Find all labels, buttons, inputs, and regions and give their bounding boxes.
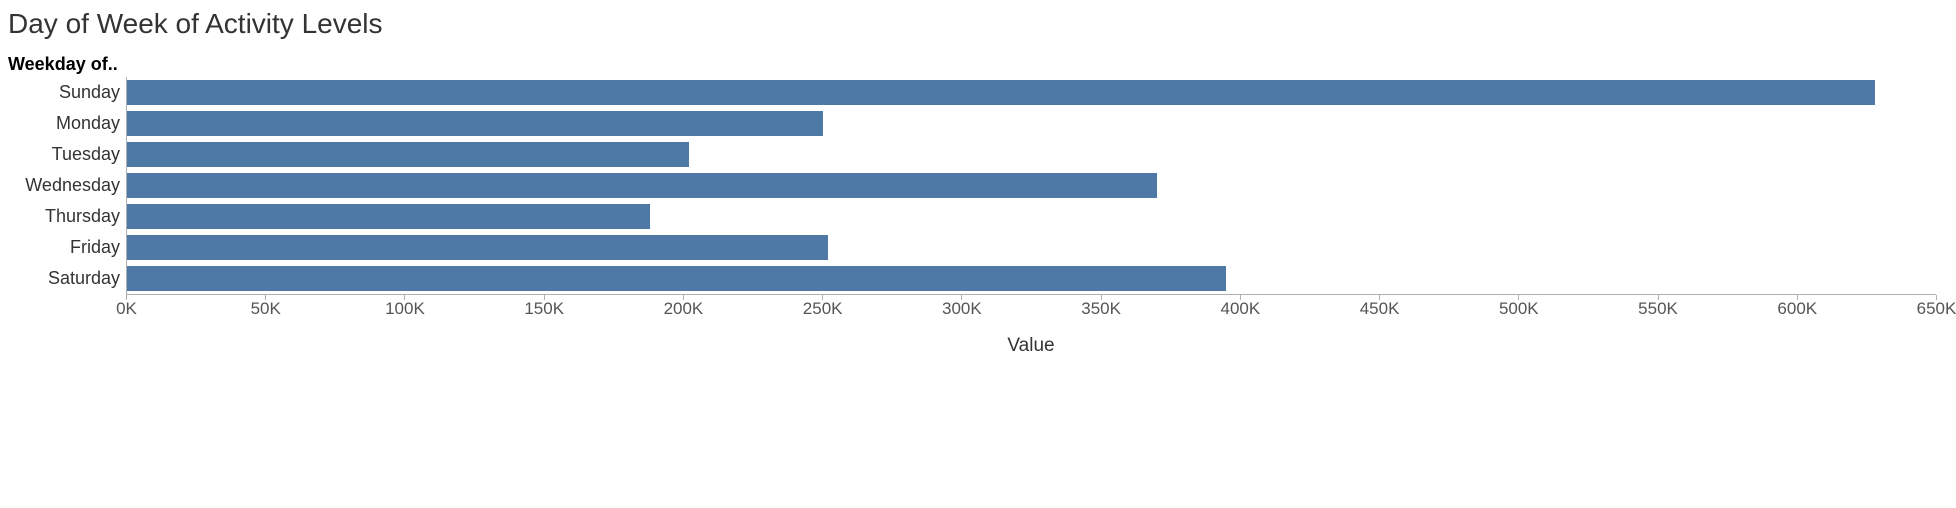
bar [127,111,823,136]
x-tick: 300K [961,295,962,300]
x-tick: 650K [1936,295,1937,300]
chart-title: Day of Week of Activity Levels [8,8,1936,40]
x-axis-label: Value [126,335,1936,357]
x-tick-label: 100K [385,299,425,319]
y-axis-label: Sunday [8,77,126,108]
x-tick: 0K [126,295,127,300]
bar-row [127,108,1936,139]
x-tick-label: 300K [942,299,982,319]
x-tick-label: 200K [664,299,704,319]
bar-row [127,232,1936,263]
bar [127,266,1226,291]
x-tick: 350K [1101,295,1102,300]
x-tick: 400K [1240,295,1241,300]
bar [127,80,1875,105]
x-ticks-row: 0K 50K 100K 150K 200K 250K 300K 350K 400K 450K 500… [8,295,1936,317]
bar-row [127,263,1936,294]
x-tick: 600K [1797,295,1798,300]
x-tick-label: 500K [1499,299,1539,319]
x-ticks: 0K 50K 100K 150K 200K 250K 300K 350K 400K 450K 500… [126,295,1936,317]
x-tick-label: 600K [1777,299,1817,319]
x-tick-label: 50K [251,299,281,319]
x-tick-label: 150K [524,299,564,319]
plot-area: SundayMondayTuesdayWednesdayThursdayFrid… [8,77,1936,295]
x-tick: 200K [683,295,684,300]
x-tick: 550K [1658,295,1659,300]
x-tick: 450K [1379,295,1380,300]
x-ticks-spacer [8,295,126,317]
bar-row [127,201,1936,232]
y-axis-label: Saturday [8,263,126,294]
x-tick-label: 550K [1638,299,1678,319]
y-axis-label: Friday [8,232,126,263]
x-tick-label: 250K [803,299,843,319]
chart-container: Day of Week of Activity Levels Weekday o… [0,0,1956,377]
bar-row [127,139,1936,170]
x-tick-label: 400K [1220,299,1260,319]
x-tick-label: 0K [116,299,137,319]
bar [127,204,650,229]
bar-row [127,77,1936,108]
x-axis-label-row: Value [8,335,1936,357]
x-tick-label: 450K [1360,299,1400,319]
x-tick: 500K [1518,295,1519,300]
y-axis-label: Thursday [8,201,126,232]
x-tick: 100K [404,295,405,300]
x-label-spacer [8,335,126,357]
bars-inner [127,77,1936,294]
y-axis-label: Wednesday [8,170,126,201]
bars-area [126,77,1936,295]
x-tick-label: 350K [1081,299,1121,319]
y-axis-label: Monday [8,108,126,139]
x-tick-label: 650K [1917,299,1956,319]
x-tick: 150K [544,295,545,300]
y-axis-label: Tuesday [8,139,126,170]
bar-row [127,170,1936,201]
bar [127,142,689,167]
x-tick: 250K [822,295,823,300]
bar [127,173,1157,198]
y-axis-title: Weekday of.. [8,54,1936,75]
x-tick: 50K [265,295,266,300]
y-axis-labels: SundayMondayTuesdayWednesdayThursdayFrid… [8,77,126,295]
bar [127,235,828,260]
